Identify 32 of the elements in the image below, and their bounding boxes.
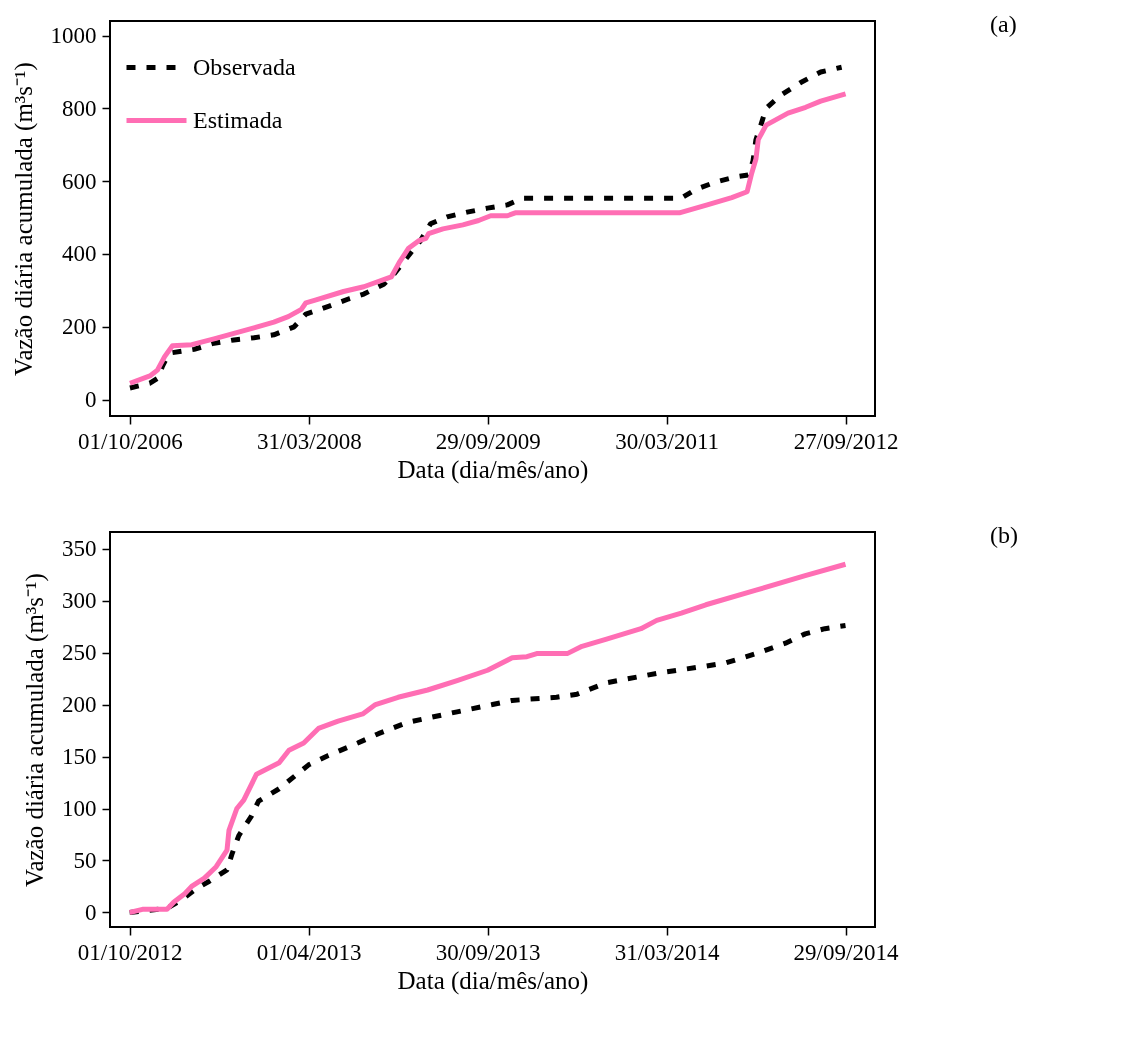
x-tick-label: 01/04/2013 xyxy=(256,939,362,965)
x-tick-label: 01/10/2006 xyxy=(78,428,183,454)
text: (a) xyxy=(990,11,1017,37)
y-tick-label: 0 xyxy=(85,387,97,413)
y-tick-label: 200 xyxy=(62,314,97,340)
x-tick-label: 30/09/2013 xyxy=(435,939,541,965)
x-tick-label: 29/09/2014 xyxy=(793,939,899,965)
x-tick-label: 27/09/2012 xyxy=(793,428,899,454)
y-axis-title: Vazão diária acumulada (m³s⁻¹) xyxy=(9,62,38,376)
y-tick-label: 200 xyxy=(62,692,97,718)
y-tick-label: 300 xyxy=(62,588,97,614)
y-tick-label: 0 xyxy=(85,899,97,925)
y-tick-label: 100 xyxy=(62,796,97,821)
y-axis-title: Vazão diária acumulada (m³s⁻¹) xyxy=(21,573,49,887)
y-tick-label: 50 xyxy=(73,847,97,873)
x-tick-label: 30/03/2011 xyxy=(615,428,720,454)
legend-label: Observada xyxy=(193,53,296,80)
legend-label: Estimada xyxy=(193,106,283,133)
y-tick-label: 350 xyxy=(62,536,97,562)
x-tick-label: 01/10/2012 xyxy=(77,939,183,965)
x-tick-label: 31/03/2008 xyxy=(256,428,362,454)
y-tick-label: 800 xyxy=(62,95,97,121)
y-tick-label: 250 xyxy=(62,640,97,666)
x-tick-label: 29/09/2009 xyxy=(435,428,541,454)
x-axis-title: Data (dia/mês/ano) xyxy=(397,455,589,484)
text: (b) xyxy=(990,522,1018,548)
x-axis-title: Data (dia/mês/ano) xyxy=(397,966,589,995)
y-tick-label: 1000 xyxy=(50,23,97,49)
x-tick-label: 31/03/2014 xyxy=(614,939,720,965)
y-tick-label: 150 xyxy=(62,744,97,770)
y-tick-label: 600 xyxy=(62,168,97,194)
y-tick-label: 400 xyxy=(62,241,97,267)
